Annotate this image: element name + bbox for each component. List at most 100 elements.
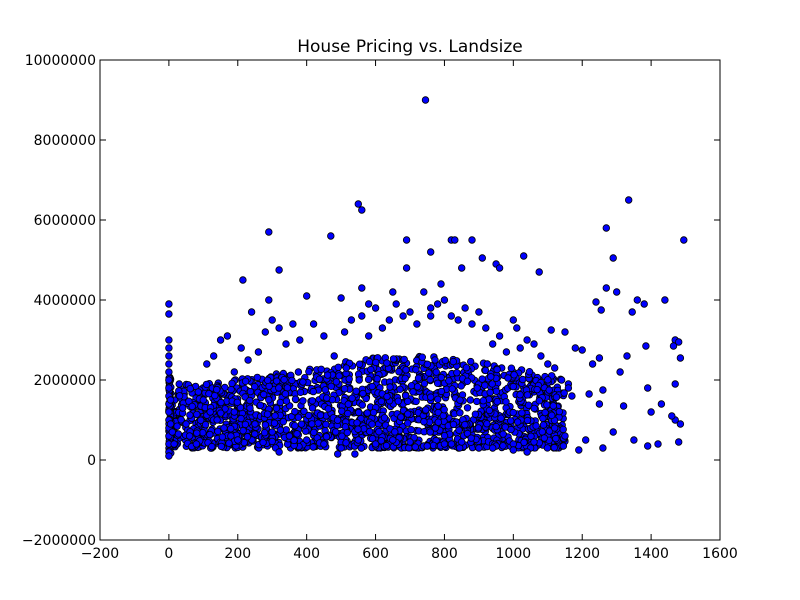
data-point [544, 360, 552, 368]
data-point [434, 418, 442, 426]
data-point [555, 407, 564, 416]
data-point [516, 344, 524, 352]
data-point [186, 411, 194, 419]
data-point [647, 408, 655, 416]
data-point [449, 420, 458, 429]
data-point [468, 236, 476, 244]
data-point [297, 420, 306, 428]
data-point [426, 428, 434, 436]
data-point [395, 368, 403, 376]
data-point [327, 382, 335, 390]
data-point [595, 400, 604, 408]
data-point [261, 421, 270, 429]
data-point [434, 402, 442, 410]
data-point [165, 360, 173, 368]
data-point [363, 409, 371, 417]
data-point [440, 432, 449, 440]
data-point [532, 422, 540, 430]
data-point [640, 300, 648, 308]
data-point [409, 388, 417, 396]
data-point [551, 364, 559, 372]
data-point [454, 316, 462, 324]
data-point [630, 436, 638, 444]
data-point [223, 332, 232, 340]
data-point [552, 393, 561, 401]
data-point [196, 416, 205, 424]
data-point [261, 328, 269, 336]
data-point [447, 312, 455, 320]
data-point [561, 328, 569, 336]
data-point [456, 409, 464, 417]
data-point [365, 300, 373, 308]
data-point [194, 388, 202, 396]
data-point [422, 406, 430, 414]
data-point [365, 358, 374, 366]
data-point [212, 385, 221, 394]
data-point [230, 408, 238, 416]
data-point [585, 390, 593, 398]
data-point [406, 438, 414, 446]
data-point [440, 440, 449, 448]
data-point [595, 354, 604, 362]
data-point [489, 340, 497, 348]
data-point [623, 352, 631, 360]
data-point [411, 443, 419, 451]
data-point [525, 368, 534, 376]
data-point [413, 383, 422, 391]
data-point [165, 368, 173, 376]
data-point [324, 405, 332, 413]
data-point [447, 440, 456, 448]
data-point [268, 437, 276, 446]
data-point [401, 374, 409, 383]
data-point [217, 442, 225, 451]
data-point [340, 385, 349, 393]
data-point [539, 421, 548, 429]
data-point [230, 368, 238, 376]
data-point [343, 428, 351, 437]
data-point [213, 416, 221, 424]
data-point [448, 385, 456, 393]
data-point [437, 373, 445, 382]
data-point [675, 338, 683, 346]
data-point [206, 408, 214, 416]
data-point [227, 385, 235, 394]
data-point [201, 421, 210, 429]
data-point [463, 404, 472, 412]
data-point [334, 450, 342, 458]
data-point [355, 376, 363, 384]
data-point [510, 371, 518, 379]
data-point [185, 432, 194, 440]
data-point [358, 206, 366, 214]
data-point [320, 332, 328, 340]
data-point [314, 419, 322, 427]
data-point [303, 436, 311, 444]
data-point [260, 390, 268, 399]
data-point [246, 387, 255, 396]
data-point [165, 384, 173, 392]
data-point [217, 398, 225, 407]
data-point [571, 344, 579, 352]
x-tick-label: 200 [224, 546, 251, 562]
data-point [264, 376, 272, 384]
data-point [402, 264, 411, 272]
data-point [451, 236, 459, 244]
data-point [335, 372, 343, 380]
data-point [471, 410, 480, 418]
data-point [402, 366, 410, 374]
y-tick-label: 8000000 [34, 133, 96, 149]
data-point [509, 446, 517, 454]
data-point [597, 306, 605, 314]
data-point [383, 359, 391, 367]
data-point [671, 380, 679, 388]
data-point [246, 396, 254, 405]
data-point [420, 379, 429, 388]
x-tick-label: 800 [431, 546, 458, 562]
data-point [468, 320, 476, 328]
data-point [592, 298, 600, 306]
data-point [354, 425, 362, 433]
data-point [365, 332, 373, 340]
data-point [575, 446, 583, 454]
data-point [211, 391, 219, 400]
